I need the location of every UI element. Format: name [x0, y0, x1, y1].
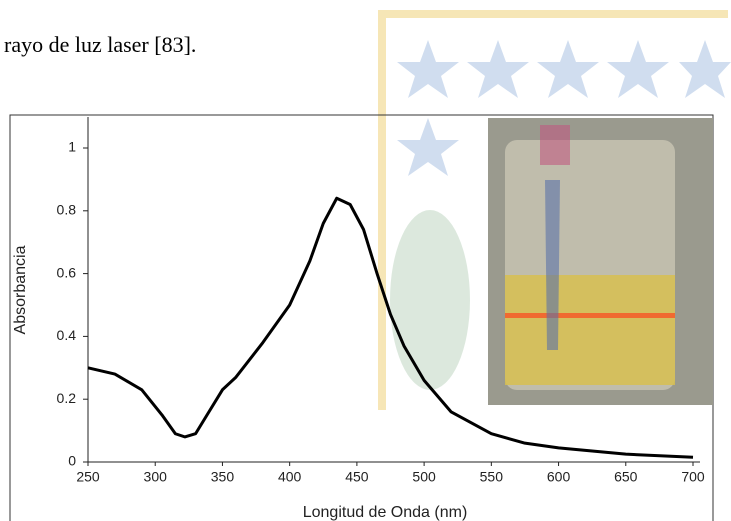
x-tick-label: 500	[412, 469, 436, 485]
x-tick-label: 550	[480, 469, 504, 485]
x-tick-label: 600	[547, 469, 571, 485]
x-tick-label: 400	[278, 469, 302, 485]
page-canvas: rayo de luz laser [83]. Longitud de Onda…	[0, 0, 731, 521]
x-tick-label: 350	[211, 469, 235, 485]
photo-inset	[488, 118, 713, 405]
y-tick-label: 0.8	[57, 202, 77, 218]
x-tick-label: 250	[76, 469, 100, 485]
body-text: rayo de luz laser [83].	[4, 32, 196, 57]
page: rayo de luz laser [83]. Longitud de Onda…	[0, 0, 731, 521]
y-tick-label: 0.2	[57, 390, 77, 406]
x-tick-label: 450	[345, 469, 369, 485]
y-tick-label: 0	[68, 453, 76, 469]
y-axis-label: Absorbancia	[12, 245, 29, 334]
x-axis-label: Longitud de Onda (nm)	[303, 504, 468, 521]
x-tick-label: 650	[614, 469, 638, 485]
x-tick-label: 700	[681, 469, 705, 485]
y-tick-label: 1	[68, 139, 76, 155]
y-tick-label: 0.4	[57, 327, 77, 343]
y-tick-label: 0.6	[57, 264, 77, 280]
x-tick-label: 300	[144, 469, 168, 485]
